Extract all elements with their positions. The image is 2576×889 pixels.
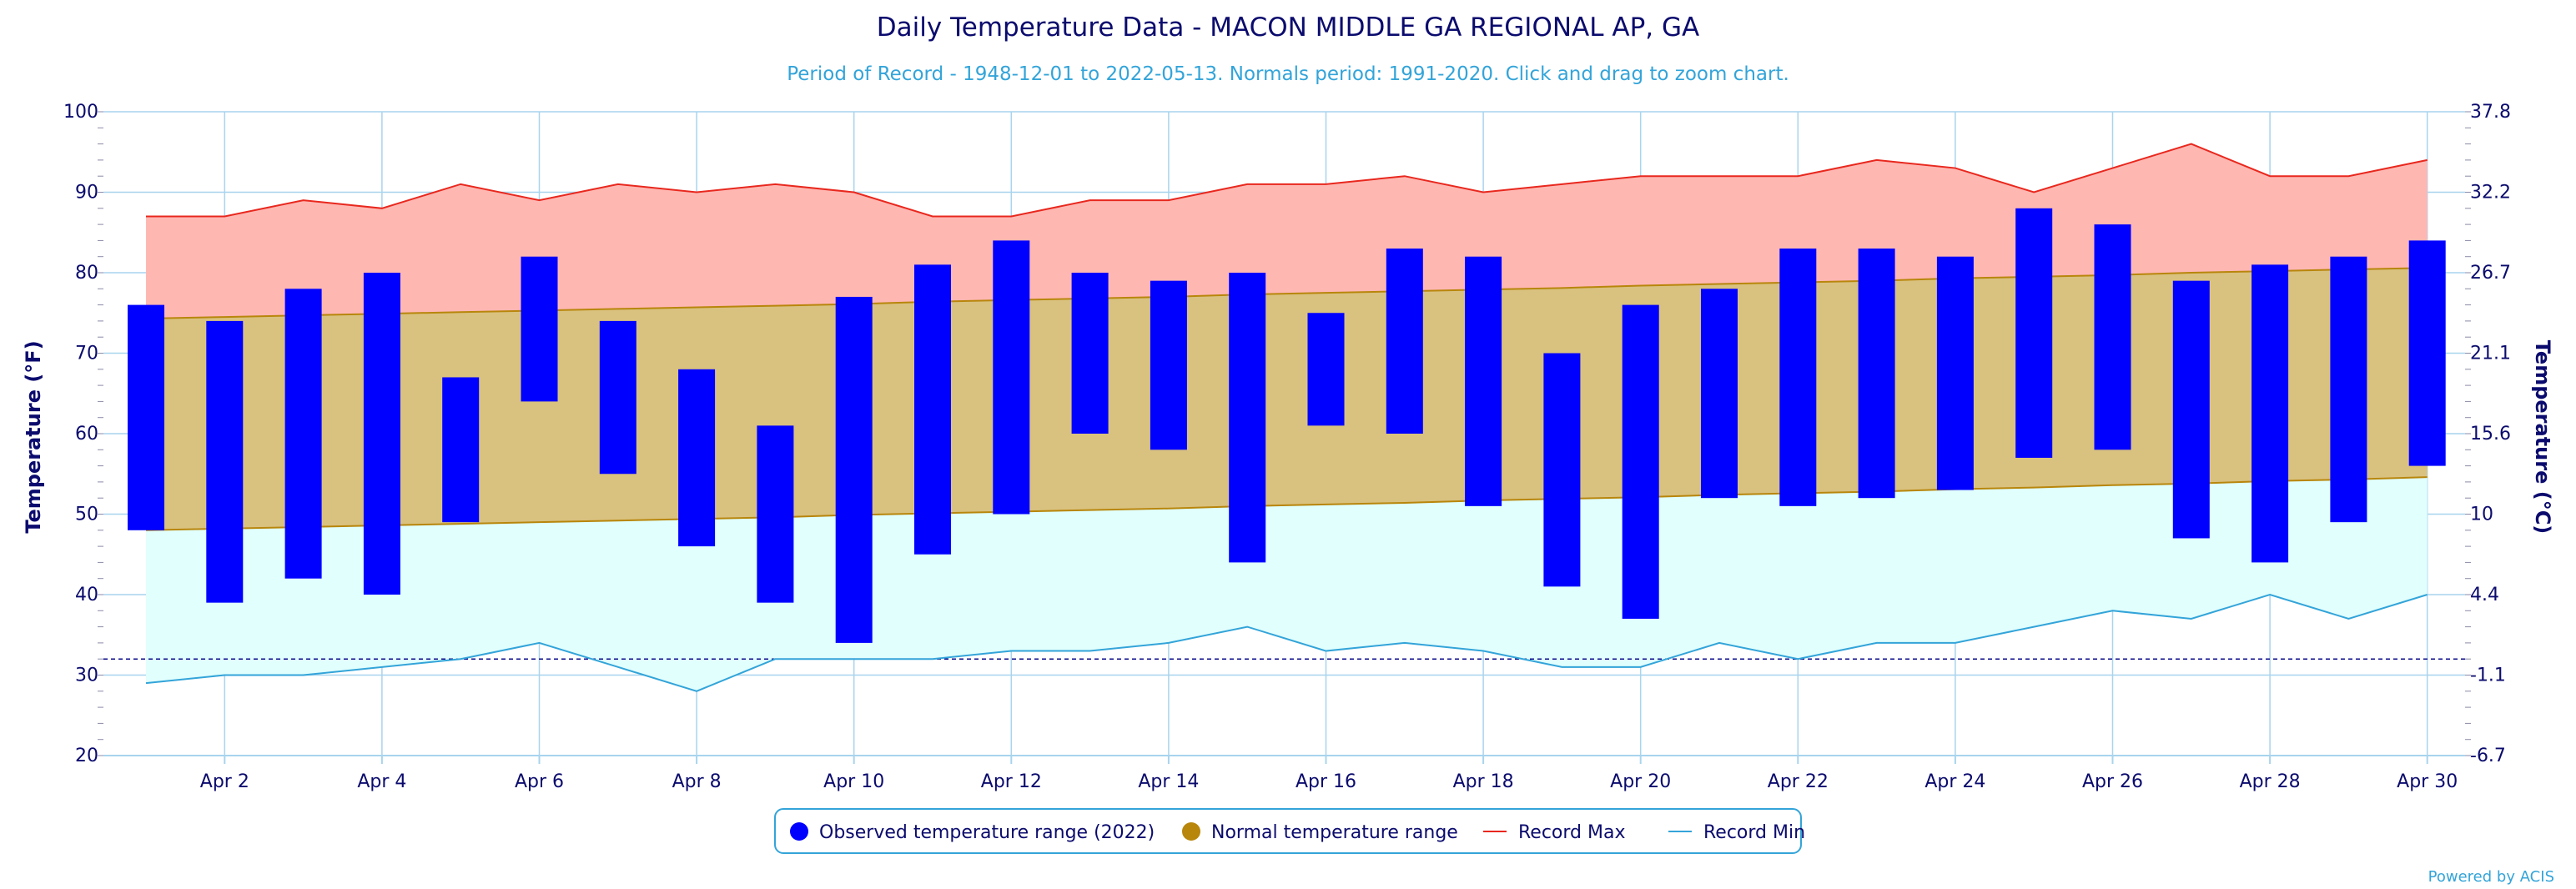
x-axis-ticks: Apr 2 Apr 4 Apr 6 Apr 8 Apr 10 Apr 12 Apr 14 Ap… — [200, 756, 2458, 792]
y-tick-label-right: 37.8 — [2470, 102, 2511, 123]
area-series — [146, 143, 2428, 691]
y-tick-label-left: 30 — [75, 665, 98, 686]
x-tick-label: Apr 26 — [2082, 771, 2143, 792]
chart-subtitle: Period of Record - 1948-12-01 to 2022-05… — [787, 63, 1789, 85]
y-tick-label-left: 40 — [75, 585, 98, 605]
record-min-band — [146, 477, 2428, 691]
observed-bar[interactable] — [206, 320, 244, 603]
observed-bar[interactable] — [1858, 249, 1895, 499]
observed-bar[interactable] — [363, 273, 400, 595]
record-max-band — [146, 143, 2428, 319]
legend-item-label[interactable]: Observed temperature range (2022) — [819, 822, 1155, 843]
normal-low-line — [145, 476, 2428, 531]
observed-bar[interactable] — [2330, 256, 2367, 523]
observed-bar[interactable] — [757, 425, 794, 603]
observed-bar[interactable] — [1936, 256, 1974, 490]
observed-bar[interactable] — [2172, 280, 2210, 539]
x-tick-label: Apr 18 — [1453, 771, 1514, 792]
legend[interactable]: Observed temperature range (2022) Normal … — [774, 808, 1805, 854]
line-series — [103, 143, 2465, 692]
normal-range-band — [146, 268, 2428, 530]
observed-bar[interactable] — [1543, 353, 1581, 587]
legend-item-label[interactable]: Record Min — [1703, 822, 1805, 843]
x-tick-label: Apr 6 — [515, 771, 564, 792]
x-tick-label: Apr 12 — [981, 771, 1042, 792]
y-tick-label-left: 60 — [75, 424, 98, 444]
y-tick-label-right: 15.6 — [2470, 424, 2511, 444]
observed-bar[interactable] — [442, 377, 480, 523]
y-tick-label-left: 90 — [75, 183, 98, 203]
x-tick-label: Apr 16 — [1296, 771, 1356, 792]
x-tick-label: Apr 14 — [1138, 771, 1199, 792]
observed-bar[interactable] — [599, 320, 636, 475]
x-tick-label: Apr 10 — [823, 771, 884, 792]
y-tick-label-right: 32.2 — [2470, 183, 2511, 203]
x-tick-label: Apr 30 — [2397, 771, 2458, 792]
y-axis-left-title: Temperature (°F) — [22, 340, 45, 533]
y-axis-right-ticks: -6.7 -1.1 4.4 10 15.6 21.1 26.7 32.2 37.8 — [2470, 102, 2511, 766]
observed-bar[interactable] — [2015, 208, 2053, 458]
legend-box — [774, 808, 1802, 854]
observed-bar[interactable] — [2251, 264, 2289, 563]
x-tick-label: Apr 4 — [357, 771, 406, 792]
y-tick-label-left: 70 — [75, 344, 98, 364]
observed-bar[interactable] — [1150, 280, 1187, 450]
y-axis-left-ticks: 20 30 40 50 60 70 80 90 100 — [63, 102, 98, 766]
observed-bar[interactable] — [835, 296, 873, 643]
y-tick-label-right: 21.1 — [2470, 344, 2511, 364]
legend-marker-dot — [1182, 822, 1200, 841]
y-tick-label-right: -1.1 — [2470, 665, 2506, 686]
y-tick-label-right: -6.7 — [2470, 746, 2506, 766]
y-tick-label-right: 26.7 — [2470, 263, 2511, 284]
observed-bar[interactable] — [521, 256, 558, 402]
x-tick-label: Apr 20 — [1610, 771, 1671, 792]
y-tick-label-left: 20 — [75, 746, 98, 766]
x-tick-label: Apr 8 — [672, 771, 722, 792]
x-tick-label: Apr 2 — [200, 771, 249, 792]
observed-bar[interactable] — [1307, 313, 1345, 426]
observed-bar[interactable] — [914, 264, 951, 555]
y-tick-label-right: 10 — [2470, 505, 2493, 525]
legend-item-label[interactable]: Record Max — [1518, 822, 1626, 843]
observed-bar[interactable] — [1071, 273, 1109, 434]
record-min-line — [145, 593, 2428, 692]
y-tick-label-left: 50 — [75, 505, 98, 525]
y-tick-label-left: 100 — [63, 102, 98, 123]
observed-bar[interactable] — [2094, 224, 2131, 450]
x-tick-label: Apr 24 — [1924, 771, 1985, 792]
observed-bar[interactable] — [284, 289, 322, 579]
x-tick-label: Apr 28 — [2240, 771, 2301, 792]
observed-bar[interactable] — [1701, 289, 1738, 499]
observed-bars — [128, 208, 2446, 643]
observed-bar[interactable] — [1386, 249, 1423, 434]
x-tick-label: Apr 22 — [1768, 771, 1829, 792]
chart-title: Daily Temperature Data - MACON MIDDLE GA… — [877, 13, 1699, 43]
observed-bar[interactable] — [1465, 256, 1502, 506]
y-axis-right-title: Temperature (°C) — [2531, 340, 2554, 535]
record-max-line — [146, 143, 2428, 218]
y-tick-label-left: 80 — [75, 263, 98, 284]
legend-item-label[interactable]: Normal temperature range — [1211, 822, 1458, 843]
observed-bar[interactable] — [1622, 304, 1659, 619]
observed-bar[interactable] — [1779, 249, 1817, 506]
credit-link[interactable]: Powered by ACIS — [2428, 868, 2554, 886]
observed-bar[interactable] — [678, 369, 716, 547]
observed-bar[interactable] — [1229, 273, 1266, 563]
y-tick-label-right: 4.4 — [2470, 585, 2499, 605]
observed-bar[interactable] — [993, 240, 1030, 515]
observed-bar[interactable] — [2408, 240, 2446, 466]
observed-bar[interactable] — [128, 304, 164, 530]
legend-marker-dot — [790, 822, 808, 841]
